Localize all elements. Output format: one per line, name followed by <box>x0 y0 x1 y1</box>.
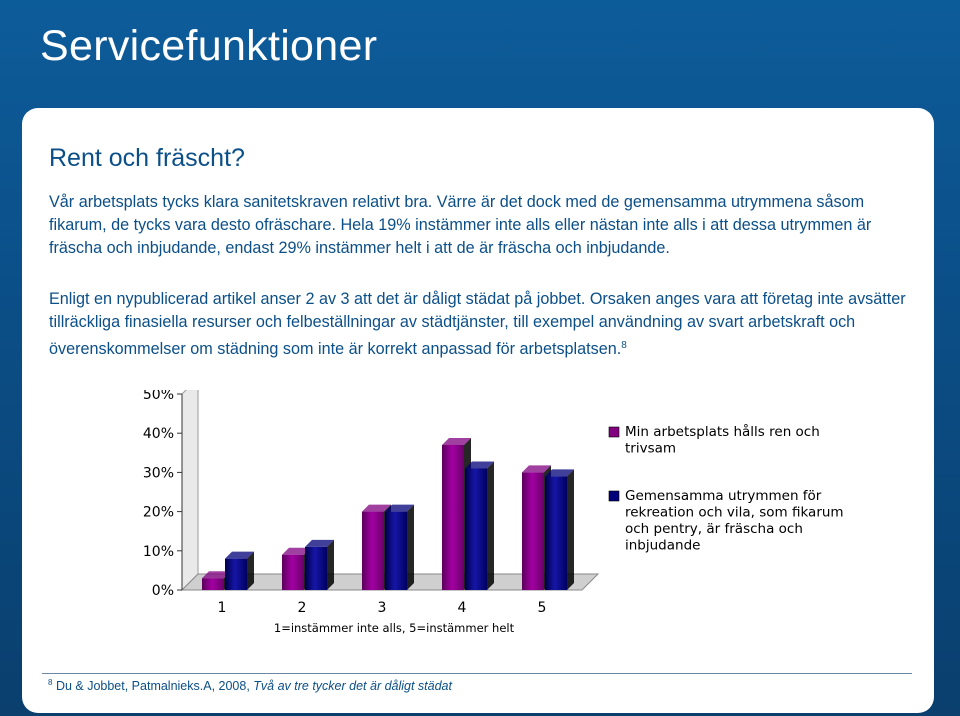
bar-side-series2-cat1 <box>247 551 254 590</box>
bar-series1-cat2 <box>282 554 304 590</box>
bar-top-series2-cat5 <box>545 469 574 477</box>
footnote-divider <box>42 673 912 674</box>
bar-series1-cat4 <box>442 444 464 590</box>
legend-swatch-series1 <box>608 426 620 438</box>
y-tick-label: 50% <box>143 390 174 403</box>
x-axis-label: 1=instämmer inte alls, 5=instämmer helt <box>274 621 515 635</box>
y-tick-label: 10% <box>143 544 174 560</box>
bar-series2-cat1 <box>225 558 247 590</box>
footnote: 8 Du & Jobbet, Patmalnieks.A, 2008, Två … <box>48 678 452 693</box>
paragraph-article: Enligt en nypublicerad artikel anser 2 a… <box>49 288 919 361</box>
bar-top-series1-cat4 <box>442 437 471 445</box>
bar-series2-cat2 <box>305 546 327 590</box>
bar-series1-cat5 <box>522 472 544 590</box>
bar-series1-cat3 <box>362 511 384 590</box>
bar-series2-cat4 <box>465 468 487 590</box>
footnote-reference: 8 <box>621 340 627 351</box>
bar-top-series2-cat1 <box>225 551 254 559</box>
slide-title: Servicefunktioner <box>40 22 378 70</box>
bar-side-series2-cat2 <box>327 539 334 590</box>
bar-top-series1-cat3 <box>362 504 391 512</box>
y-tick-label: 20% <box>143 505 174 521</box>
x-tick-label: 4 <box>458 600 467 616</box>
bar-series1-cat1 <box>202 578 224 590</box>
section-heading: Rent och fräscht? <box>49 144 245 172</box>
bar-series2-cat3 <box>385 511 407 590</box>
bar-top-series2-cat4 <box>465 461 494 469</box>
x-tick-label: 3 <box>378 600 387 616</box>
legend-label-series1: Min arbetsplats hålls ren och trivsam <box>625 423 820 457</box>
bar-top-series1-cat2 <box>282 547 311 555</box>
footnote-article-title: Två av tre tycker det är dåligt städat <box>253 679 452 693</box>
bar-side-series2-cat4 <box>487 461 494 590</box>
bar-chart: 0% 10% 20% 30% 40% 50% 1 2 3 4 5 1=instämmer inte a… <box>143 390 844 635</box>
footnote-source: Du & Jobbet, Patmalnieks.A, 2008, <box>55 679 254 693</box>
bar-top-series2-cat3 <box>385 504 414 512</box>
bar-side-series2-cat5 <box>567 469 574 590</box>
content-panel: Rent och fräscht? Vår arbetsplats tycks … <box>22 108 934 713</box>
y-tick-label: 40% <box>143 426 174 442</box>
bar-top-series2-cat2 <box>305 539 334 547</box>
chart-side-wall <box>181 390 199 592</box>
y-tick-label: 30% <box>143 465 174 481</box>
bar-top-series1-cat5 <box>522 465 551 473</box>
legend-swatch-series2 <box>608 490 620 502</box>
x-tick-label: 5 <box>538 600 547 616</box>
bar-series2-cat5 <box>545 476 567 590</box>
bar-top-series1-cat1 <box>202 571 231 579</box>
x-tick-label: 2 <box>298 600 307 616</box>
y-tick-label: 0% <box>152 583 174 599</box>
footnote-number: 8 <box>48 678 53 687</box>
x-tick-label: 1 <box>218 600 227 616</box>
paragraph-article-text: Enligt en nypublicerad artikel anser 2 a… <box>49 290 906 358</box>
legend-label-series2: Gemensamma utrymmen för rekreation och vi… <box>625 488 844 554</box>
bar-side-series2-cat3 <box>407 504 414 590</box>
paragraph-sanitation: Vår arbetsplats tycks klara sanitetskrav… <box>49 193 872 257</box>
